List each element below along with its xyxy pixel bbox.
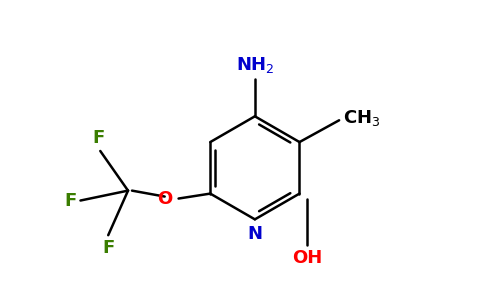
Text: OH: OH [292, 249, 322, 267]
Text: NH$_2$: NH$_2$ [236, 55, 274, 75]
Text: O: O [157, 190, 173, 208]
Text: F: F [102, 239, 114, 257]
Text: F: F [64, 191, 76, 209]
Text: F: F [92, 129, 105, 147]
Text: CH$_3$: CH$_3$ [343, 108, 380, 128]
Text: N: N [247, 225, 262, 243]
